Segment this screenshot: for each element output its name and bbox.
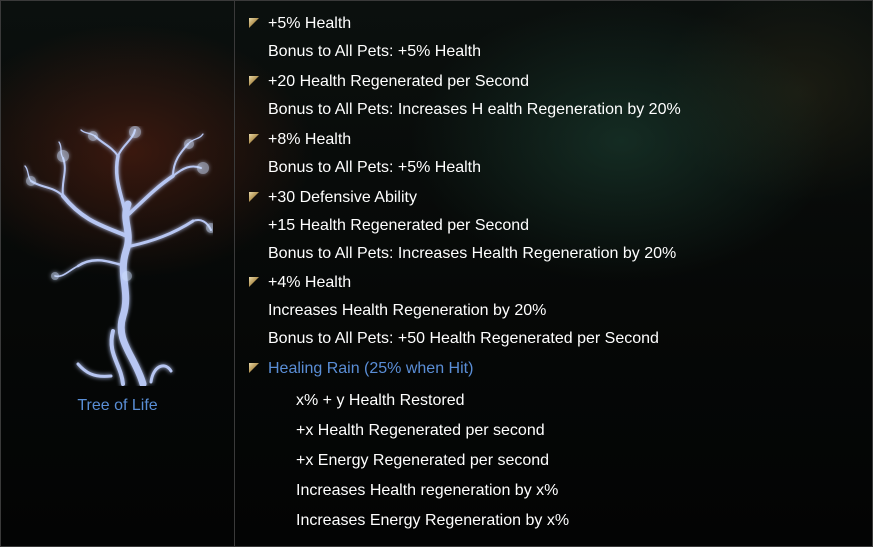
tier-bullet-icon bbox=[249, 134, 259, 144]
tier-bullet-icon bbox=[249, 76, 259, 86]
bonus-line: +20 Health Regenerated per Second bbox=[268, 73, 530, 90]
bonus-line: +30 Defensive Ability bbox=[268, 189, 417, 206]
skill-title: Healing Rain (25% when Hit) bbox=[268, 360, 474, 377]
skill-effect: +x Energy Regenerated per second bbox=[296, 452, 550, 469]
bonus-line: Bonus to All Pets: +50 Health Regenerate… bbox=[268, 330, 659, 347]
bonus-line: +5% Health bbox=[268, 15, 352, 32]
tier-bullet-icon bbox=[249, 192, 259, 202]
skill-effect: Increases Health regeneration by x% bbox=[296, 482, 559, 499]
bonus-line: +15 Health Regenerated per Second bbox=[268, 217, 530, 234]
skill-effect: Increases Energy Regeneration by x% bbox=[296, 512, 570, 529]
skill-bullet-icon bbox=[249, 363, 259, 373]
tier-bullet-icon bbox=[249, 18, 259, 28]
bonus-line: Increases Health Regeneration by 20% bbox=[268, 302, 547, 319]
tree-of-life-icon bbox=[24, 126, 213, 386]
devotion-name: Tree of Life bbox=[77, 397, 158, 414]
bonus-line: Bonus to All Pets: Increases Health Rege… bbox=[268, 245, 677, 262]
devotion-icon-panel: Tree of Life bbox=[1, 1, 235, 546]
bonus-line: Bonus to All Pets: +5% Health bbox=[268, 159, 482, 176]
skill-effect: +x Health Regenerated per second bbox=[296, 422, 545, 439]
bonus-line: +8% Health bbox=[268, 131, 352, 148]
bonus-line: Bonus to All Pets: +5% Health bbox=[268, 43, 482, 60]
skill-effect: x% + y Health Restored bbox=[296, 392, 465, 409]
bonus-line: Bonus to All Pets: Increases H ealth Reg… bbox=[268, 101, 681, 118]
bonus-list: +5% Health Bonus to All Pets: +5% Health… bbox=[235, 1, 872, 546]
bonus-line: +4% Health bbox=[268, 274, 352, 291]
tier-bullet-icon bbox=[249, 277, 259, 287]
